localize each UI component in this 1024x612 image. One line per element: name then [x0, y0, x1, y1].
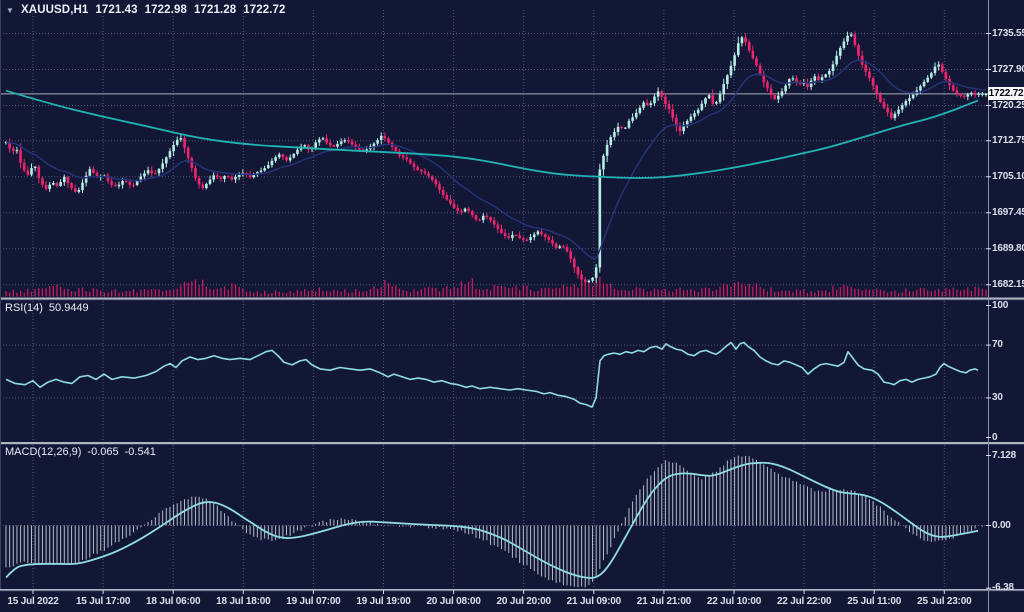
macd-indicator-label: MACD(12,26,9) -0.065 -0.541: [5, 446, 156, 458]
macd-signal-value: -0.541: [124, 446, 156, 458]
ohlc-high-value: 1722.98: [144, 4, 187, 16]
macd-name: MACD(12,26,9): [5, 446, 82, 458]
ohlc-close-value: 1722.72: [243, 4, 286, 16]
ohlc-low-value: 1721.28: [193, 4, 237, 16]
rsi-current-value: 50.9449: [48, 302, 89, 314]
collapse-arrow-icon[interactable]: ▼: [6, 5, 15, 15]
chart-title-bar: ▼ XAUUSD,H1 1721.43 1722.98 1721.28 1722…: [6, 4, 286, 16]
rsi-name: RSI(14): [5, 302, 43, 314]
ohlc-open-value: 1721.43: [95, 4, 138, 16]
macd-main-value: -0.065: [87, 446, 119, 458]
rsi-indicator-label: RSI(14) 50.9449: [5, 302, 89, 314]
current-price-tag: 1722.72: [988, 87, 1024, 101]
symbol-timeframe-label: XAUUSD,H1: [21, 4, 89, 16]
